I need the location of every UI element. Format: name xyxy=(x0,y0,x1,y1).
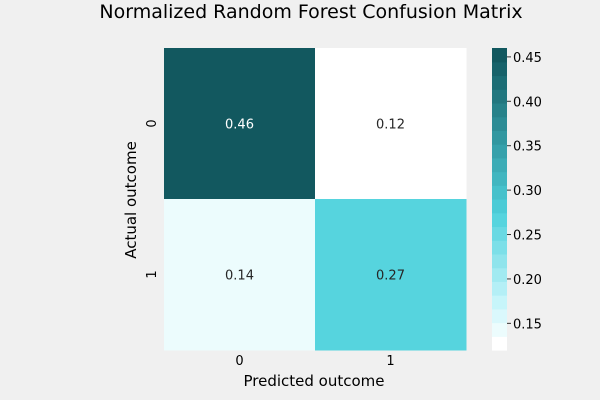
y-tick-label-0: 0 xyxy=(145,119,160,127)
heatmap-cell-labels: 0.46 0.12 0.14 0.27 xyxy=(225,118,405,284)
colorbar-segment-14 xyxy=(492,144,507,159)
colorbar-segment-3 xyxy=(492,295,507,310)
heatmap-cell-r0-c0 xyxy=(164,48,316,200)
cell-value-label-r0-c1: 0.12 xyxy=(376,118,405,133)
colorbar-segment-0 xyxy=(492,336,507,351)
colorbar-segment-6 xyxy=(492,253,507,269)
colorbar-tick-label-4: 0.35 xyxy=(513,140,542,155)
colorbar-segment-17 xyxy=(492,102,507,118)
cell-value-label-r1-c0: 0.14 xyxy=(225,269,254,284)
colorbar-tick-label-5: 0.40 xyxy=(513,95,542,110)
colorbar-segment-11 xyxy=(492,185,507,200)
colorbar-segment-9 xyxy=(492,212,507,228)
colorbar xyxy=(492,48,507,351)
colorbar-tick-label-3: 0.30 xyxy=(513,184,542,199)
y-tick-label-1: 1 xyxy=(145,270,160,278)
colorbar-tick-label-6: 0.45 xyxy=(513,51,542,66)
colorbar-tick-label-1: 0.20 xyxy=(513,273,542,288)
cell-value-label-r0-c0: 0.46 xyxy=(225,118,254,133)
colorbar-segment-10 xyxy=(492,199,507,214)
cell-value-label-r1-c1: 0.27 xyxy=(376,269,405,284)
y-axis-ticks: 01 xyxy=(145,119,160,278)
heatmap-cell-r0-c1 xyxy=(315,48,467,200)
colorbar-segment-1 xyxy=(492,322,507,337)
colorbar-segment-16 xyxy=(492,116,507,131)
colorbar-segment-2 xyxy=(492,308,507,324)
x-tick-label-0: 0 xyxy=(235,354,243,369)
colorbar-segment-8 xyxy=(492,226,507,241)
heatmap-cells xyxy=(164,48,467,351)
colorbar-segment-13 xyxy=(492,157,507,173)
colorbar-segment-12 xyxy=(492,171,507,186)
colorbar-segment-21 xyxy=(492,48,507,63)
colorbar-ticks: 0.15 0.20 0.25 0.30 0.35 0.40 0.45 xyxy=(507,51,542,332)
colorbar-segment-18 xyxy=(492,89,507,104)
colorbar-segment-20 xyxy=(492,61,507,77)
colorbar-segment-7 xyxy=(492,240,507,255)
colorbar-segment-4 xyxy=(492,281,507,296)
colorbar-segment-19 xyxy=(492,75,507,90)
x-tick-label-1: 1 xyxy=(386,354,394,369)
colorbar-tick-label-2: 0.25 xyxy=(513,229,542,244)
heatmap-cell-r1-c1 xyxy=(315,199,467,351)
colorbar-segment-15 xyxy=(492,130,507,145)
y-axis-label: Actual outcome xyxy=(122,141,140,259)
colorbar-segment-5 xyxy=(492,267,507,282)
chart-title: Normalized Random Forest Confusion Matri… xyxy=(99,1,522,23)
x-axis-label: Predicted outcome xyxy=(243,372,384,390)
colorbar-tick-label-0: 0.15 xyxy=(513,317,542,332)
heatmap-cell-r1-c0 xyxy=(164,199,316,351)
